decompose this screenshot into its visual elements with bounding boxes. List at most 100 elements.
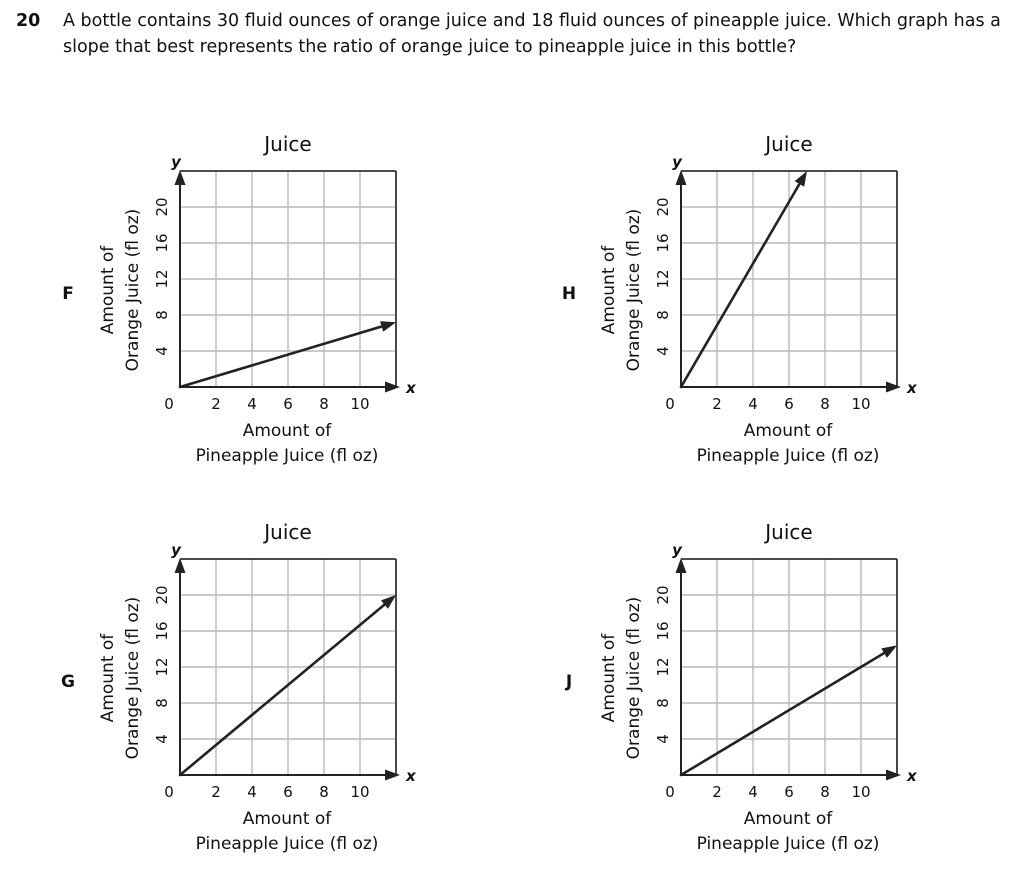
y-tick-label: 8 [153,310,171,320]
question-number: 20 [16,11,41,31]
y-tick-label: 20 [153,585,171,604]
y-axis-arrow [675,170,687,185]
chart-option-f[interactable]: F Juice x y 0 2 4 6 8 10 4 8 12 16 20 Amount of Pineappl… [50,125,420,474]
x-tick-label: 6 [283,395,293,413]
x-axis-variable: x [405,767,417,785]
origin-label: 0 [164,395,174,413]
chart-svg: G Juice x y 0 2 4 6 8 10 4 8 12 16 20 Amount of Pineappl… [61,520,417,854]
origin-label: 0 [164,783,174,801]
x-tick-label: 8 [319,395,329,413]
y-tick-label: 20 [153,197,171,216]
x-axis-label-line2: Pineapple Juice (fl oz) [697,834,880,854]
y-axis-label-line2: Orange Juice (fl oz) [123,597,143,760]
y-tick-label: 12 [153,269,171,288]
chart-title: Juice [262,520,311,544]
chart-option-g[interactable]: G Juice x y 0 2 4 6 8 10 4 8 12 16 20 Amount of Pineappl… [50,513,420,862]
x-tick-label: 6 [784,395,794,413]
series-line [679,649,890,777]
y-axis-variable: y [672,153,683,171]
chart-svg: J Juice x y 0 2 4 6 8 10 4 8 12 16 20 Amount of Pineappl… [565,520,918,854]
option-letter: G [61,672,75,692]
grid [180,559,396,775]
y-axis-label-line1: Amount of [599,633,619,723]
y-axis-label-line2: Orange Juice (fl oz) [624,597,644,760]
x-axis-label-line2: Pineapple Juice (fl oz) [196,446,379,466]
x-tick-label: 6 [283,783,293,801]
x-tick-label: 4 [247,395,257,413]
y-tick-label: 16 [654,621,672,640]
origin-label: 0 [665,395,675,413]
y-tick-label: 4 [654,734,672,744]
x-axis-label-line1: Amount of [744,809,834,829]
y-axis-variable: y [171,541,182,559]
y-tick-label: 8 [654,310,672,320]
option-letter: J [565,672,572,692]
chart-svg: H Juice x y 0 2 4 6 8 10 4 8 12 16 20 Amount of Pineappl… [562,132,918,466]
series-line [178,323,388,389]
x-tick-label: 2 [712,783,722,801]
x-axis-arrow [886,381,901,393]
chart-option-h[interactable]: H Juice x y 0 2 4 6 8 10 4 8 12 16 20 Amount of Pineappl… [551,125,921,474]
x-axis-variable: x [906,767,918,785]
y-axis-label-line1: Amount of [599,245,619,335]
x-axis-label-line1: Amount of [744,421,834,441]
grid [180,171,396,387]
x-axis-variable: x [405,379,417,397]
y-axis-label-line1: Amount of [98,633,118,723]
grid [681,559,897,775]
x-axis-arrow [385,769,400,781]
question-text: A bottle contains 30 fluid ounces of ora… [63,11,1001,57]
y-tick-label: 20 [654,585,672,604]
series-line-arrow [794,171,807,187]
y-axis-label-line2: Orange Juice (fl oz) [624,209,644,372]
x-tick-label: 10 [851,395,870,413]
y-axis-arrow [174,170,186,185]
x-tick-label: 4 [748,783,758,801]
series-line [679,178,804,389]
y-axis-arrow [174,558,186,573]
x-tick-label: 4 [247,783,257,801]
y-tick-label: 16 [153,621,171,640]
y-tick-label: 12 [654,269,672,288]
y-axis-label-line2: Orange Juice (fl oz) [123,209,143,372]
y-tick-label: 4 [153,734,171,744]
x-axis-label-line2: Pineapple Juice (fl oz) [196,834,379,854]
x-tick-label: 2 [712,395,722,413]
y-tick-label: 4 [654,346,672,356]
series-line-arrow [380,321,396,332]
x-axis-label-line2: Pineapple Juice (fl oz) [697,446,880,466]
x-tick-label: 2 [211,783,221,801]
y-tick-label: 8 [654,698,672,708]
x-tick-label: 8 [319,783,329,801]
chart-option-j[interactable]: J Juice x y 0 2 4 6 8 10 4 8 12 16 20 Amount of Pineappl… [551,513,921,862]
y-tick-label: 20 [654,197,672,216]
y-tick-label: 4 [153,346,171,356]
y-tick-label: 12 [654,657,672,676]
option-letter: H [562,284,576,304]
y-tick-label: 16 [153,233,171,252]
x-tick-label: 2 [211,395,221,413]
series-line-arrow [881,645,897,658]
y-axis-variable: y [672,541,683,559]
x-tick-label: 4 [748,395,758,413]
x-tick-label: 8 [820,783,830,801]
y-tick-label: 16 [654,233,672,252]
option-letter: F [62,284,74,304]
x-tick-label: 8 [820,395,830,413]
y-axis-label-line1: Amount of [98,245,118,335]
x-axis-arrow [886,769,901,781]
origin-label: 0 [665,783,675,801]
x-axis-variable: x [906,379,918,397]
x-tick-label: 10 [350,783,369,801]
y-axis-variable: y [171,153,182,171]
x-axis-label-line1: Amount of [243,421,333,441]
chart-title: Juice [763,132,812,156]
series-line [178,600,390,777]
grid [681,171,897,387]
y-axis-arrow [675,558,687,573]
y-tick-label: 12 [153,657,171,676]
chart-svg: F Juice x y 0 2 4 6 8 10 4 8 12 16 20 Amount of Pineappl… [62,132,417,466]
chart-title: Juice [763,520,812,544]
x-axis-label-line1: Amount of [243,809,333,829]
x-tick-label: 10 [350,395,369,413]
